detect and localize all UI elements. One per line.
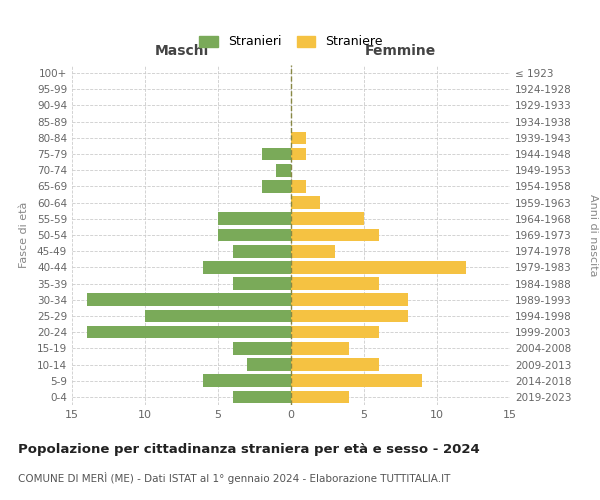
Bar [86, 326, 291, 338]
Bar [291, 390, 349, 403]
Bar [233, 342, 291, 354]
Legend: Stranieri, Straniere: Stranieri, Straniere [194, 30, 388, 54]
Bar [291, 212, 364, 225]
Bar [277, 164, 291, 176]
Bar [291, 245, 335, 258]
Bar [291, 374, 422, 387]
Bar [291, 196, 320, 209]
Bar [233, 245, 291, 258]
Bar [291, 261, 466, 274]
Bar [291, 132, 305, 144]
Bar [291, 294, 408, 306]
Bar [203, 261, 291, 274]
Y-axis label: Anni di nascita: Anni di nascita [588, 194, 598, 276]
Bar [203, 374, 291, 387]
Text: Femmine: Femmine [365, 44, 436, 58]
Bar [291, 278, 379, 290]
Bar [233, 278, 291, 290]
Bar [291, 228, 379, 241]
Bar [291, 148, 305, 160]
Bar [262, 148, 291, 160]
Text: Popolazione per cittadinanza straniera per età e sesso - 2024: Popolazione per cittadinanza straniera p… [18, 442, 480, 456]
Bar [291, 342, 349, 354]
Bar [291, 326, 379, 338]
Bar [86, 294, 291, 306]
Bar [145, 310, 291, 322]
Bar [291, 180, 305, 192]
Y-axis label: Fasce di età: Fasce di età [19, 202, 29, 268]
Bar [218, 212, 291, 225]
Bar [247, 358, 291, 371]
Bar [262, 180, 291, 192]
Text: Maschi: Maschi [154, 44, 209, 58]
Bar [291, 358, 379, 371]
Text: COMUNE DI MERÌ (ME) - Dati ISTAT al 1° gennaio 2024 - Elaborazione TUTTITALIA.IT: COMUNE DI MERÌ (ME) - Dati ISTAT al 1° g… [18, 472, 451, 484]
Bar [233, 390, 291, 403]
Bar [218, 228, 291, 241]
Bar [291, 310, 408, 322]
